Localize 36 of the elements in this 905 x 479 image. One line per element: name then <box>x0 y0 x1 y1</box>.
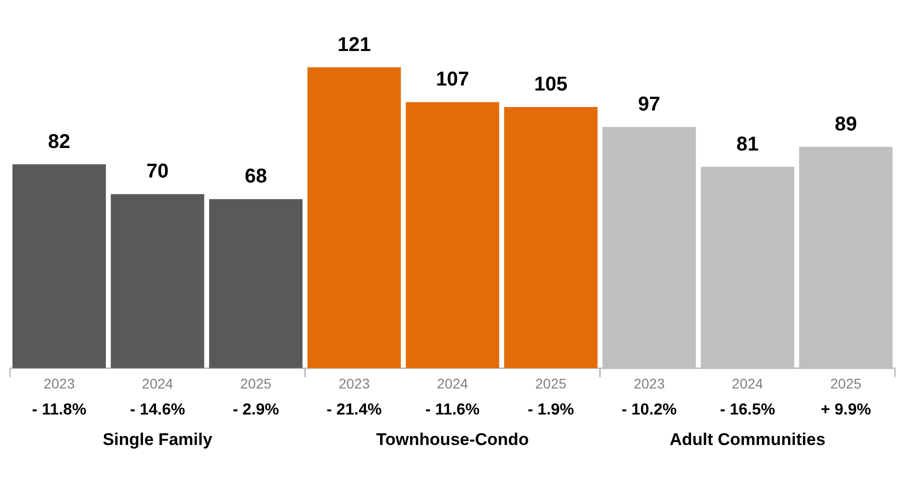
bar <box>406 102 500 368</box>
x-tick-label: 2024 <box>142 375 174 392</box>
data-label: 82 <box>48 130 70 153</box>
data-label: 121 <box>337 34 371 56</box>
x-tick-label: 2023 <box>44 375 75 392</box>
bar <box>209 199 303 368</box>
x-tick-label: 2024 <box>436 375 468 392</box>
data-label: 97 <box>638 93 660 116</box>
text: - 10.2% <box>622 402 677 419</box>
text: - 14.6% <box>130 402 186 419</box>
bar <box>12 164 106 368</box>
x-tick-label: 2025 <box>240 375 272 392</box>
text: Adult Communities <box>670 430 826 449</box>
data-label: 81 <box>736 133 759 156</box>
text: Single Family <box>102 430 213 449</box>
x-tick-label: 2025 <box>535 375 567 392</box>
text: - 1.9% <box>528 402 574 419</box>
bar <box>504 107 598 368</box>
text: - 21.4% <box>326 402 382 419</box>
x-tick-label: 2025 <box>830 375 862 392</box>
data-label: 107 <box>436 68 470 91</box>
data-label: 89 <box>834 113 857 136</box>
x-tick-label: 2024 <box>732 375 764 392</box>
text: - 11.8% <box>32 402 86 419</box>
bar <box>110 194 204 368</box>
x-tick-label: 2023 <box>634 375 665 392</box>
text: - 11.6% <box>425 402 480 419</box>
text: - 2.9% <box>232 402 279 419</box>
x-tick-label: 2023 <box>338 375 370 392</box>
data-label: 70 <box>146 160 169 183</box>
data-label: 105 <box>534 74 568 96</box>
data-label: 68 <box>244 166 267 188</box>
text: Townhouse-Condo <box>376 430 529 449</box>
text: - 16.5% <box>720 402 776 419</box>
bar <box>307 67 401 368</box>
text: + 9.9% <box>820 402 871 419</box>
